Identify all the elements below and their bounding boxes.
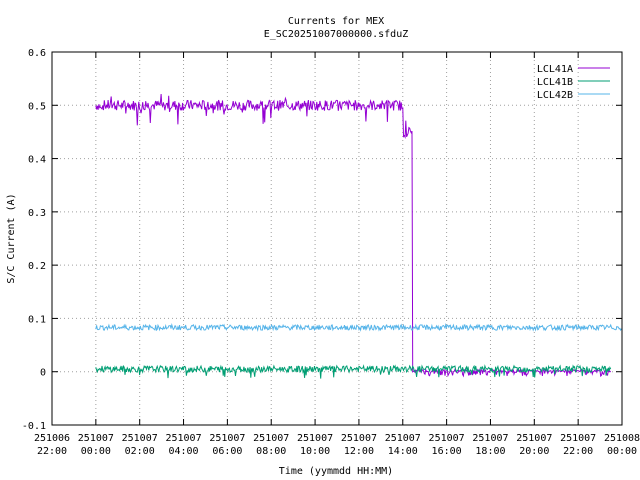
y-tick-label: -0.1	[22, 421, 46, 432]
x-axis-label: Time (yymmdd HH:MM)	[279, 466, 393, 477]
legend-label: LCL42B	[537, 90, 573, 101]
series-line-lcl41b	[95, 364, 612, 379]
x-tick-date: 251007	[341, 433, 377, 444]
x-tick-time: 02:00	[125, 446, 155, 457]
x-tick-date: 251007	[297, 433, 333, 444]
x-tick-time: 06:00	[212, 446, 242, 457]
grid-lines	[52, 52, 622, 425]
y-tick-label: 0.1	[28, 314, 46, 325]
x-tick-date: 251007	[122, 433, 158, 444]
x-tick-date: 251007	[165, 433, 201, 444]
x-tick-time: 04:00	[168, 446, 198, 457]
series-line-lcl41a	[95, 93, 612, 378]
x-tick-time: 00:00	[607, 446, 637, 457]
x-tick-time: 08:00	[256, 446, 286, 457]
x-tick-time: 20:00	[519, 446, 549, 457]
x-tick-date: 251007	[385, 433, 421, 444]
legend: LCL41A LCL41B LCL42B	[537, 64, 610, 101]
x-tick-time: 16:00	[432, 446, 462, 457]
x-tick-time: 22:00	[37, 446, 67, 457]
series-line-lcl42b	[95, 322, 622, 332]
x-tick-date: 251006	[34, 433, 70, 444]
x-tick-date: 251007	[78, 433, 114, 444]
legend-label: LCL41A	[537, 64, 573, 75]
x-tick-time: 10:00	[300, 446, 330, 457]
chart-title: Currents for MEX	[288, 16, 384, 27]
y-tick-label: 0.6	[28, 48, 46, 59]
y-tick-label: 0.5	[28, 101, 46, 112]
legend-label: LCL41B	[537, 77, 573, 88]
y-tick-label: 0.4	[28, 155, 46, 166]
x-tick-date: 251007	[472, 433, 508, 444]
x-tick-date: 251007	[429, 433, 465, 444]
x-tick-time: 12:00	[344, 446, 374, 457]
chart-subtitle: E_SC20251007000000.sfduZ	[264, 29, 409, 40]
x-tick-date: 251007	[560, 433, 596, 444]
x-tick-date: 251007	[209, 433, 245, 444]
x-tick-time: 18:00	[475, 446, 505, 457]
x-tick-time: 22:00	[563, 446, 593, 457]
y-axis-label: S/C Current (A)	[6, 193, 17, 283]
y-tick-label: 0	[40, 368, 46, 379]
axis-ticks: -0.1 0 0.1 0.2 0.3 0.4 0.5 0.6 251006 22:00 251007…	[22, 48, 640, 457]
x-tick-date: 251007	[516, 433, 552, 444]
series-group	[95, 93, 622, 379]
y-tick-label: 0.3	[28, 208, 46, 219]
x-tick-time: 00:00	[81, 446, 111, 457]
x-tick-time: 14:00	[388, 446, 418, 457]
x-tick-date: 251007	[253, 433, 289, 444]
x-tick-date: 251008	[604, 433, 640, 444]
y-tick-label: 0.2	[28, 261, 46, 272]
plot-frame	[51, 51, 623, 426]
